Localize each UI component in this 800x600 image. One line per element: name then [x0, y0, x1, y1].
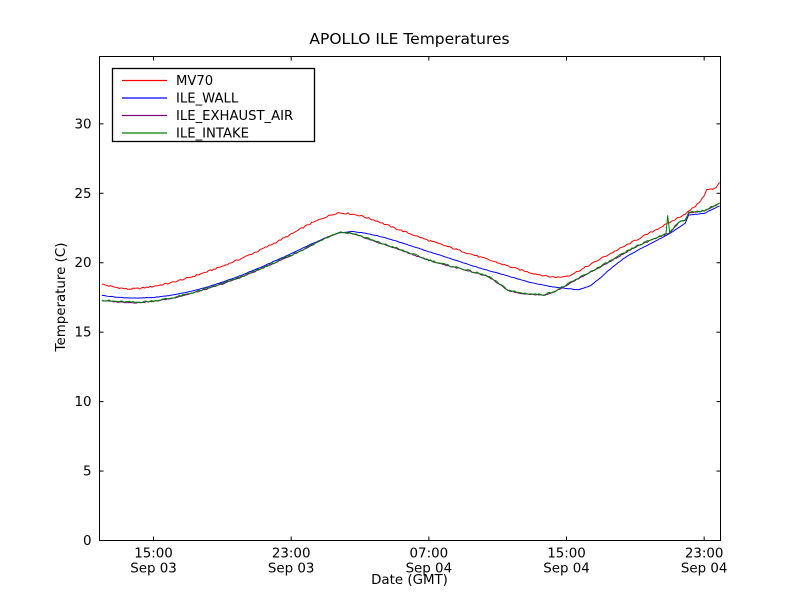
series-line-mv70: [101, 182, 721, 290]
x-tick-time-label: 15:00: [547, 547, 586, 562]
legend-entry-label: MV70: [176, 74, 213, 89]
y-tick-label: 10: [74, 395, 91, 410]
x-tick-date-label: Sep 03: [130, 562, 177, 577]
chart-title: APOLLO ILE Temperatures: [309, 30, 510, 48]
x-axis-label: Date (GMT): [371, 573, 448, 588]
x-tick-time-label: 23:00: [685, 547, 724, 562]
x-tick-date-label: Sep 04: [406, 562, 453, 577]
x-tick-date-label: Sep 04: [543, 562, 590, 577]
x-tick-date-label: Sep 04: [681, 562, 728, 577]
series-line-ile_intake: [101, 202, 720, 304]
legend-entry-label: ILE_WALL: [176, 92, 239, 107]
y-tick-label: 5: [83, 465, 92, 480]
x-tick-date-label: Sep 03: [268, 562, 315, 577]
legend: MV70 ILE_WALL ILE_EXHAUST_AIR ILE_INTAKE: [111, 67, 316, 143]
y-tick-label: 15: [74, 326, 91, 341]
y-tick-label: 0: [83, 534, 92, 549]
x-tick-time-label: 07:00: [410, 547, 449, 562]
series-line-ile_wall: [101, 205, 720, 299]
series-line-ile_exhaust_air: [101, 202, 720, 304]
y-tick-label: 30: [74, 117, 91, 132]
axes-frame: [99, 56, 721, 541]
y-tick-label: 20: [74, 256, 91, 271]
legend-entry-label: ILE_INTAKE: [176, 127, 249, 142]
legend-entry-label: ILE_EXHAUST_AIR: [176, 109, 293, 124]
x-tick-time-label: 23:00: [272, 547, 311, 562]
y-tick-label: 25: [74, 187, 91, 202]
x-tick-time-label: 15:00: [134, 547, 173, 562]
